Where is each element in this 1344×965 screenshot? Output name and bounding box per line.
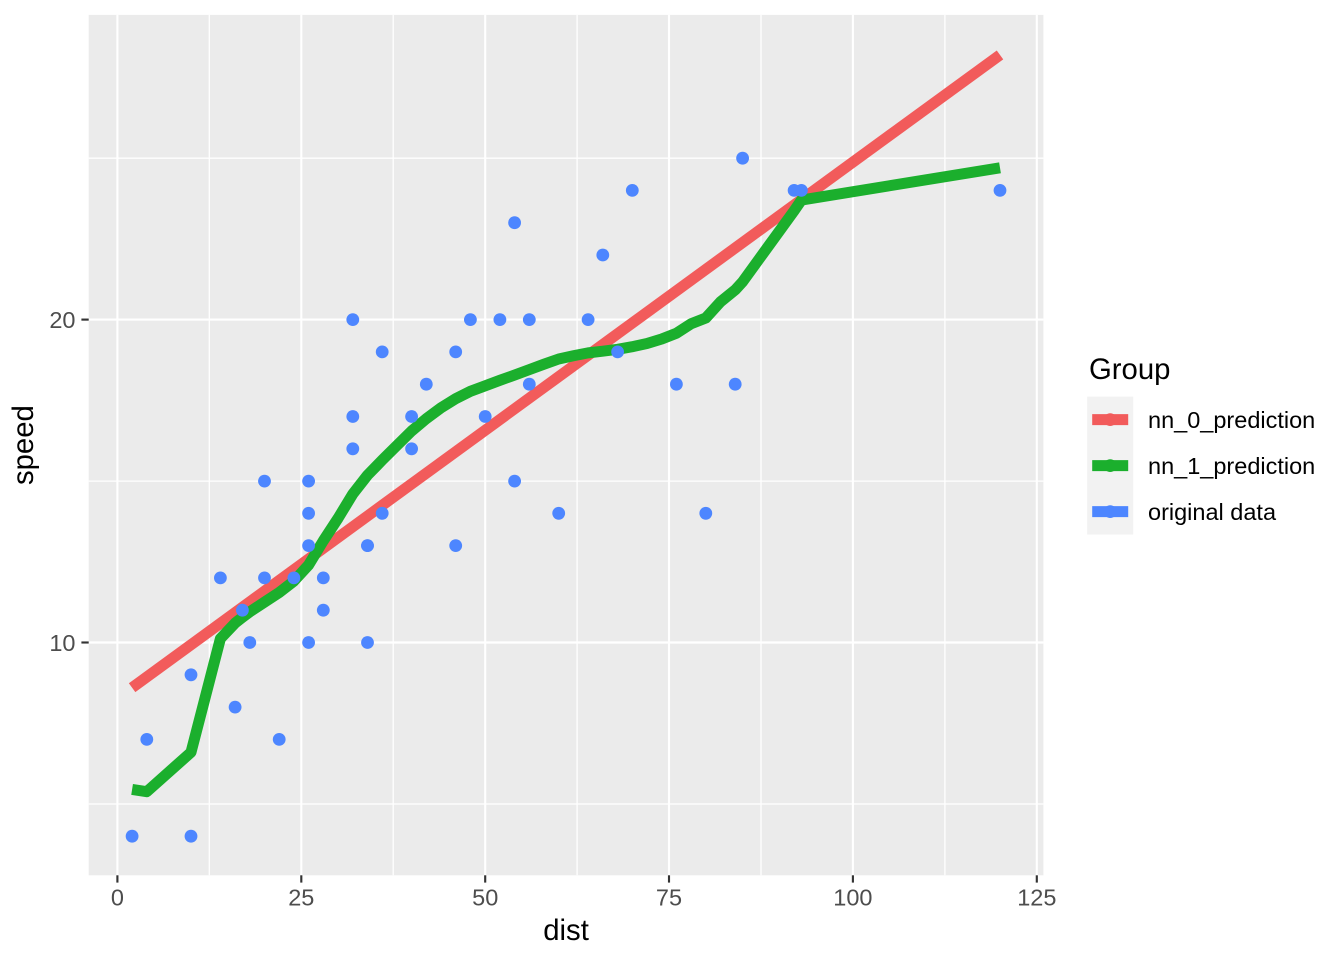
svg-text:10: 10 bbox=[49, 630, 75, 656]
svg-text:100: 100 bbox=[833, 885, 872, 911]
svg-text:speed: speed bbox=[7, 405, 40, 485]
svg-text:nn_1_prediction: nn_1_prediction bbox=[1148, 453, 1315, 479]
svg-text:nn_0_prediction: nn_0_prediction bbox=[1148, 407, 1315, 433]
svg-text:0: 0 bbox=[111, 885, 124, 911]
svg-text:75: 75 bbox=[656, 885, 682, 911]
svg-text:original data: original data bbox=[1148, 499, 1277, 525]
svg-text:20: 20 bbox=[49, 307, 75, 333]
svg-text:125: 125 bbox=[1017, 885, 1056, 911]
svg-text:50: 50 bbox=[472, 885, 498, 911]
svg-text:dist: dist bbox=[543, 914, 589, 947]
svg-text:25: 25 bbox=[288, 885, 314, 911]
svg-text:Group: Group bbox=[1089, 353, 1170, 386]
